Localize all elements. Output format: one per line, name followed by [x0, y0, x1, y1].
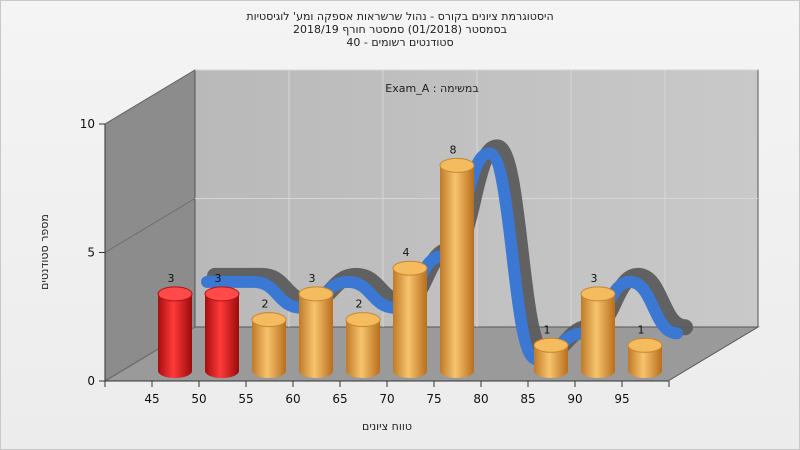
x-tick-label-75: 75	[426, 392, 441, 406]
chart-title-line-1: היסטוגרמת ציונים בקורס - נהול שרשראות אס…	[246, 10, 554, 23]
bar-top-45	[157, 286, 193, 302]
bar-top-95	[627, 337, 663, 353]
bar-top-65	[345, 312, 381, 328]
bar-body-85	[534, 345, 568, 378]
x-tick-labels: 45 50 55 60 65 70 75 80 85 90 95	[144, 392, 629, 406]
bar-85	[533, 337, 569, 378]
x-tick-label-95: 95	[614, 392, 629, 406]
chart-title-line-2: בסמסטר (01/2018) סמסטר חורף 2018/19	[293, 23, 507, 36]
bar-body-60	[299, 293, 333, 378]
x-tick-label-55: 55	[238, 392, 253, 406]
bar-top-60	[298, 286, 334, 302]
axis-ticks	[99, 123, 670, 387]
bar-top-70	[392, 260, 428, 276]
y-tick-label-0: 0	[87, 374, 95, 388]
bar-body-55	[252, 319, 286, 378]
x-tick-label-70: 70	[379, 392, 394, 406]
bar-45	[157, 286, 193, 378]
x-tick-label-50: 50	[191, 392, 206, 406]
y-tick-label-10: 10	[80, 117, 95, 131]
data-label-75: 8	[450, 143, 457, 156]
bar-90	[580, 286, 616, 378]
data-label-85: 1	[544, 323, 551, 336]
bar-top-90	[580, 286, 616, 302]
chart-title-line-3: סטודנטים רשומים - 40	[346, 36, 454, 49]
bars	[157, 157, 663, 378]
bar-body-75	[440, 165, 474, 378]
x-tick-label-80: 80	[473, 392, 488, 406]
bar-top-85	[533, 337, 569, 353]
data-label-95: 1	[638, 323, 645, 336]
x-tick-label-85: 85	[520, 392, 535, 406]
bar-top-75	[439, 157, 475, 173]
y-tick-labels: 0 5 10	[80, 117, 95, 388]
bar-75	[439, 157, 475, 378]
x-tick-label-90: 90	[567, 392, 582, 406]
bar-body-65	[346, 319, 380, 378]
x-tick-label-60: 60	[285, 392, 300, 406]
bar-50	[204, 286, 240, 378]
bar-body-70	[393, 268, 427, 378]
bar-65	[345, 312, 381, 378]
y-tick-label-5: 5	[87, 246, 95, 260]
data-label-45: 3	[168, 272, 175, 285]
data-label-60: 3	[309, 272, 316, 285]
x-tick-label-65: 65	[332, 392, 347, 406]
bar-60	[298, 286, 334, 378]
x-axis-label: טווח ציונים	[362, 420, 412, 433]
data-label-90: 3	[591, 272, 598, 285]
y-axis-label: מספר סטודנטים	[38, 214, 51, 290]
bar-55	[251, 312, 287, 378]
bar-top-50	[204, 286, 240, 302]
bar-70	[392, 260, 428, 378]
data-label-55: 2	[262, 298, 269, 311]
bar-body-50	[205, 293, 239, 378]
bar-top-55	[251, 312, 287, 328]
bar-95	[627, 337, 663, 378]
bar-body-90	[581, 293, 615, 378]
data-labels: 3 3 2 3 2 4 8 1 3 1	[168, 143, 645, 336]
grid-line-left-10	[104, 69, 196, 125]
data-label-70: 4	[403, 246, 410, 259]
data-label-50: 3	[215, 272, 222, 285]
bar-body-95	[628, 345, 662, 378]
grid-line-left-5	[104, 198, 196, 253]
x-tick-label-45: 45	[144, 392, 159, 406]
bar-body-45	[158, 293, 192, 378]
chart-annotation: במשימה : Exam_A	[385, 82, 478, 95]
data-label-65: 2	[356, 298, 363, 311]
